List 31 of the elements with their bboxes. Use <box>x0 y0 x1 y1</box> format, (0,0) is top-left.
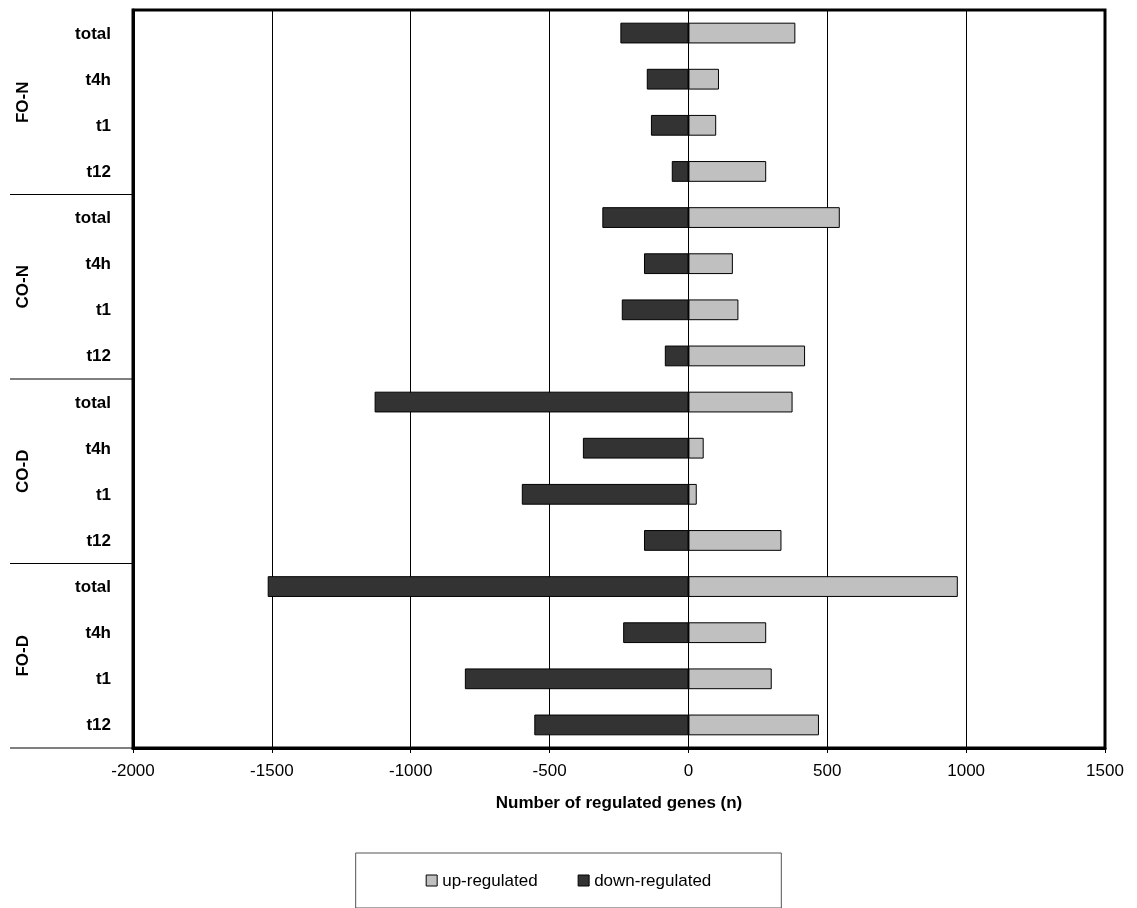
text: FO-D <box>12 634 32 677</box>
y-tick-label: t4h <box>85 254 111 274</box>
x-tick-label: -500 <box>532 761 567 780</box>
text: FO-N <box>12 81 32 124</box>
x-tick-label: 1000 <box>947 761 986 780</box>
text: CO-D <box>12 449 32 493</box>
x-tick-label: -1500 <box>250 761 294 780</box>
text: CO-N <box>12 265 32 309</box>
y-tick-label: t4h <box>85 438 111 458</box>
y-tick-label: total <box>75 392 111 412</box>
y-tick-label: t4h <box>85 69 111 89</box>
x-tick-label: -1000 <box>388 761 433 780</box>
y-tick-label: total <box>75 23 111 43</box>
y-tick-label: t12 <box>86 715 111 735</box>
y-tick-label: t12 <box>86 346 111 366</box>
y-tick-label: t1 <box>95 115 111 135</box>
x-tick-label: -2000 <box>111 761 155 780</box>
y-tick-label: t12 <box>86 530 111 550</box>
legend-label: up-regulated <box>442 871 538 890</box>
y-tick-label: total <box>75 208 111 228</box>
y-tick-label: total <box>75 577 111 597</box>
x-axis-title: Number of regulated genes (n) <box>495 793 743 812</box>
y-tick-label: t1 <box>95 484 111 504</box>
x-tick-label: 500 <box>813 761 842 780</box>
y-tick-label: t1 <box>95 300 111 320</box>
y-tick-label: t1 <box>95 669 111 689</box>
y-tick-label: t12 <box>86 161 111 181</box>
x-tick-label: 1500 <box>1086 761 1124 780</box>
y-tick-label: t4h <box>85 623 111 643</box>
x-tick-label: 0 <box>683 761 694 780</box>
legend-label: down-regulated <box>594 871 712 890</box>
